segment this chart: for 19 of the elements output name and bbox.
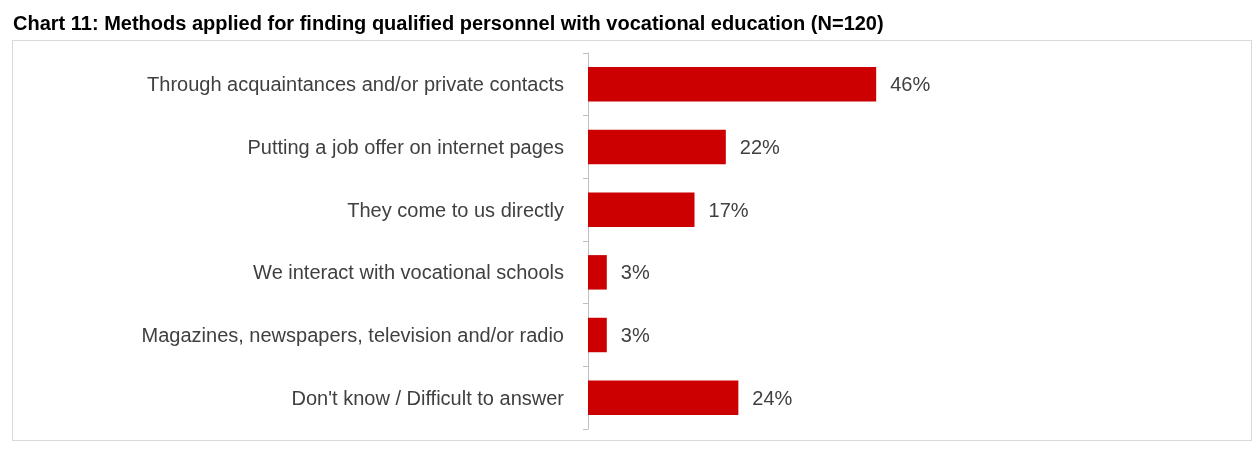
data-label: 46% — [890, 73, 931, 96]
y-tick-label: Magazines, newspapers, television and/or radio — [141, 324, 564, 346]
y-tick-label: Don't know / Difficult to answer — [291, 386, 565, 409]
bar — [588, 255, 607, 290]
y-tick-label: They come to us directly — [347, 198, 564, 221]
bar — [588, 129, 726, 165]
data-label: 3% — [620, 324, 650, 346]
data-label: 24% — [752, 386, 793, 409]
data-label: 3% — [620, 261, 650, 284]
bar — [588, 192, 695, 227]
bar — [588, 380, 739, 415]
y-tick-label: We interact with vocational schools — [253, 261, 564, 284]
data-label: 17% — [708, 198, 749, 221]
chart-title: Chart 11: Methods applied for finding qualified personnel with vocational education (N=120) — [13, 12, 884, 34]
data-label: 22% — [739, 136, 781, 158]
bar — [588, 317, 607, 353]
y-tick-label: Putting a job offer on internet pages — [247, 136, 564, 158]
bar — [588, 67, 877, 102]
y-tick-label: Through acquaintances and/or private contacts — [147, 73, 564, 96]
